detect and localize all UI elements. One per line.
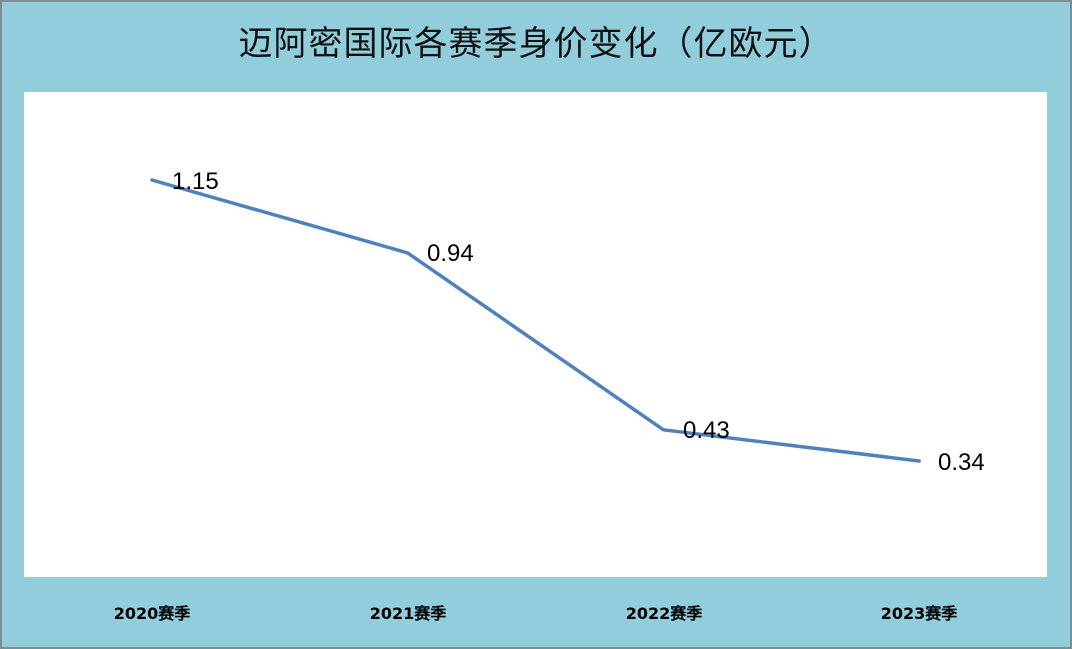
- data-label-1: 0.94: [427, 240, 474, 267]
- x-tick-label-1: 2021赛季: [369, 604, 447, 623]
- line-series: [150, 178, 921, 463]
- x-tick-label-0: 2020赛季: [113, 604, 191, 623]
- data-label-0: 1.15: [172, 168, 219, 195]
- data-label-3: 0.34: [938, 449, 985, 476]
- plot-area: [24, 92, 1047, 577]
- x-tick-label-2: 2022赛季: [625, 604, 703, 623]
- chart-title: 迈阿密国际各赛季身价变化（亿欧元）: [238, 24, 834, 64]
- data-label-2: 0.43: [683, 417, 730, 444]
- x-tick-label-3: 2023赛季: [880, 604, 958, 623]
